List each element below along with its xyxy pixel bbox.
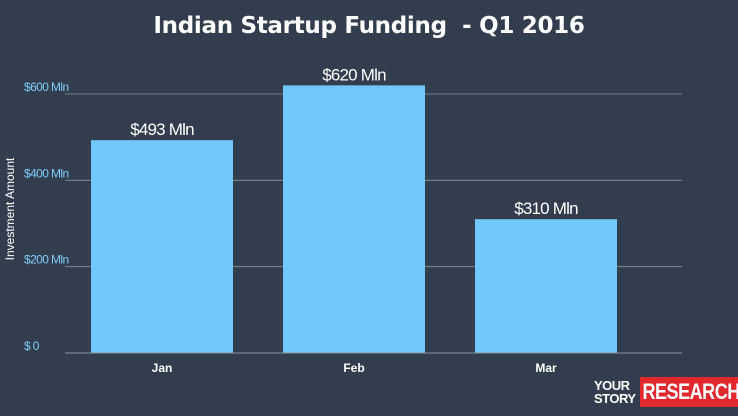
y-tick-label: $400 Mln xyxy=(24,166,69,180)
y-tick-label: $600 Mln xyxy=(24,80,69,94)
logo-wordmark: YOUR STORY xyxy=(594,379,636,405)
logo-line-your: YOUR xyxy=(594,378,630,393)
bar-jan xyxy=(91,140,233,353)
x-tick-label-jan: Jan xyxy=(152,361,173,375)
x-tick-label-mar: Mar xyxy=(535,361,557,375)
data-label-mar: $310 Mln xyxy=(514,199,578,218)
bar-mar xyxy=(475,219,617,353)
x-tick-label-feb: Feb xyxy=(343,361,364,375)
bar-feb xyxy=(283,85,425,353)
logo-line-story: STORY xyxy=(594,391,636,406)
y-tick-label: $200 Mln xyxy=(24,253,69,267)
y-tick-label: $ 0 xyxy=(24,339,40,353)
data-label-jan: $493 Mln xyxy=(130,120,194,139)
yourstory-research-logo: YOUR STORY RESEARCH xyxy=(594,377,738,407)
chart-title: Indian Startup Funding - Q1 2016 xyxy=(153,13,585,39)
y-axis-title: Investment Amount xyxy=(3,157,17,260)
data-label-feb: $620 Mln xyxy=(322,65,386,84)
logo-research-box: RESEARCH xyxy=(639,377,738,407)
